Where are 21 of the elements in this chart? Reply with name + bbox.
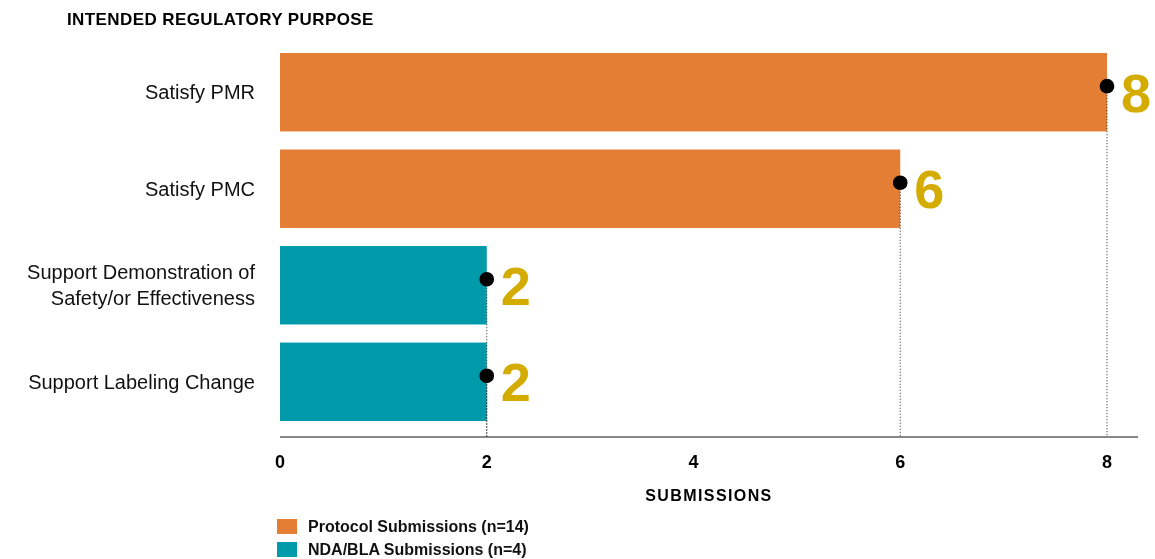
bar (280, 246, 487, 325)
data-label: 6 (914, 159, 945, 220)
bar (280, 342, 487, 421)
x-tick-label: 8 (1101, 452, 1112, 472)
x-tick-label: 6 (895, 452, 906, 472)
x-tick-label: 4 (688, 452, 699, 472)
y-axis-title: INTENDED REGULATORY PURPOSE (67, 10, 374, 29)
x-axis-title: SUBMISSIONS (645, 487, 773, 504)
data-label: 8 (1120, 62, 1152, 123)
legend-label: Protocol Submissions (n=14) (308, 518, 529, 536)
bar (280, 53, 1107, 132)
y-tick-label: Support Demonstration of Safety/or Effectiveness (27, 261, 256, 310)
y-tick-label: Support Labeling Change (28, 370, 255, 393)
data-label: 2 (500, 255, 531, 316)
y-tick-label: Satisfy PMC (144, 177, 255, 200)
legend-label: NDA/BLA Submissions (n=4) (308, 541, 527, 559)
y-tick-label: Satisfy PMR (144, 81, 255, 104)
x-tick-label: 2 (481, 452, 492, 472)
bar (280, 149, 901, 228)
data-label: 2 (500, 352, 531, 413)
x-tick-label: 0 (274, 452, 286, 472)
